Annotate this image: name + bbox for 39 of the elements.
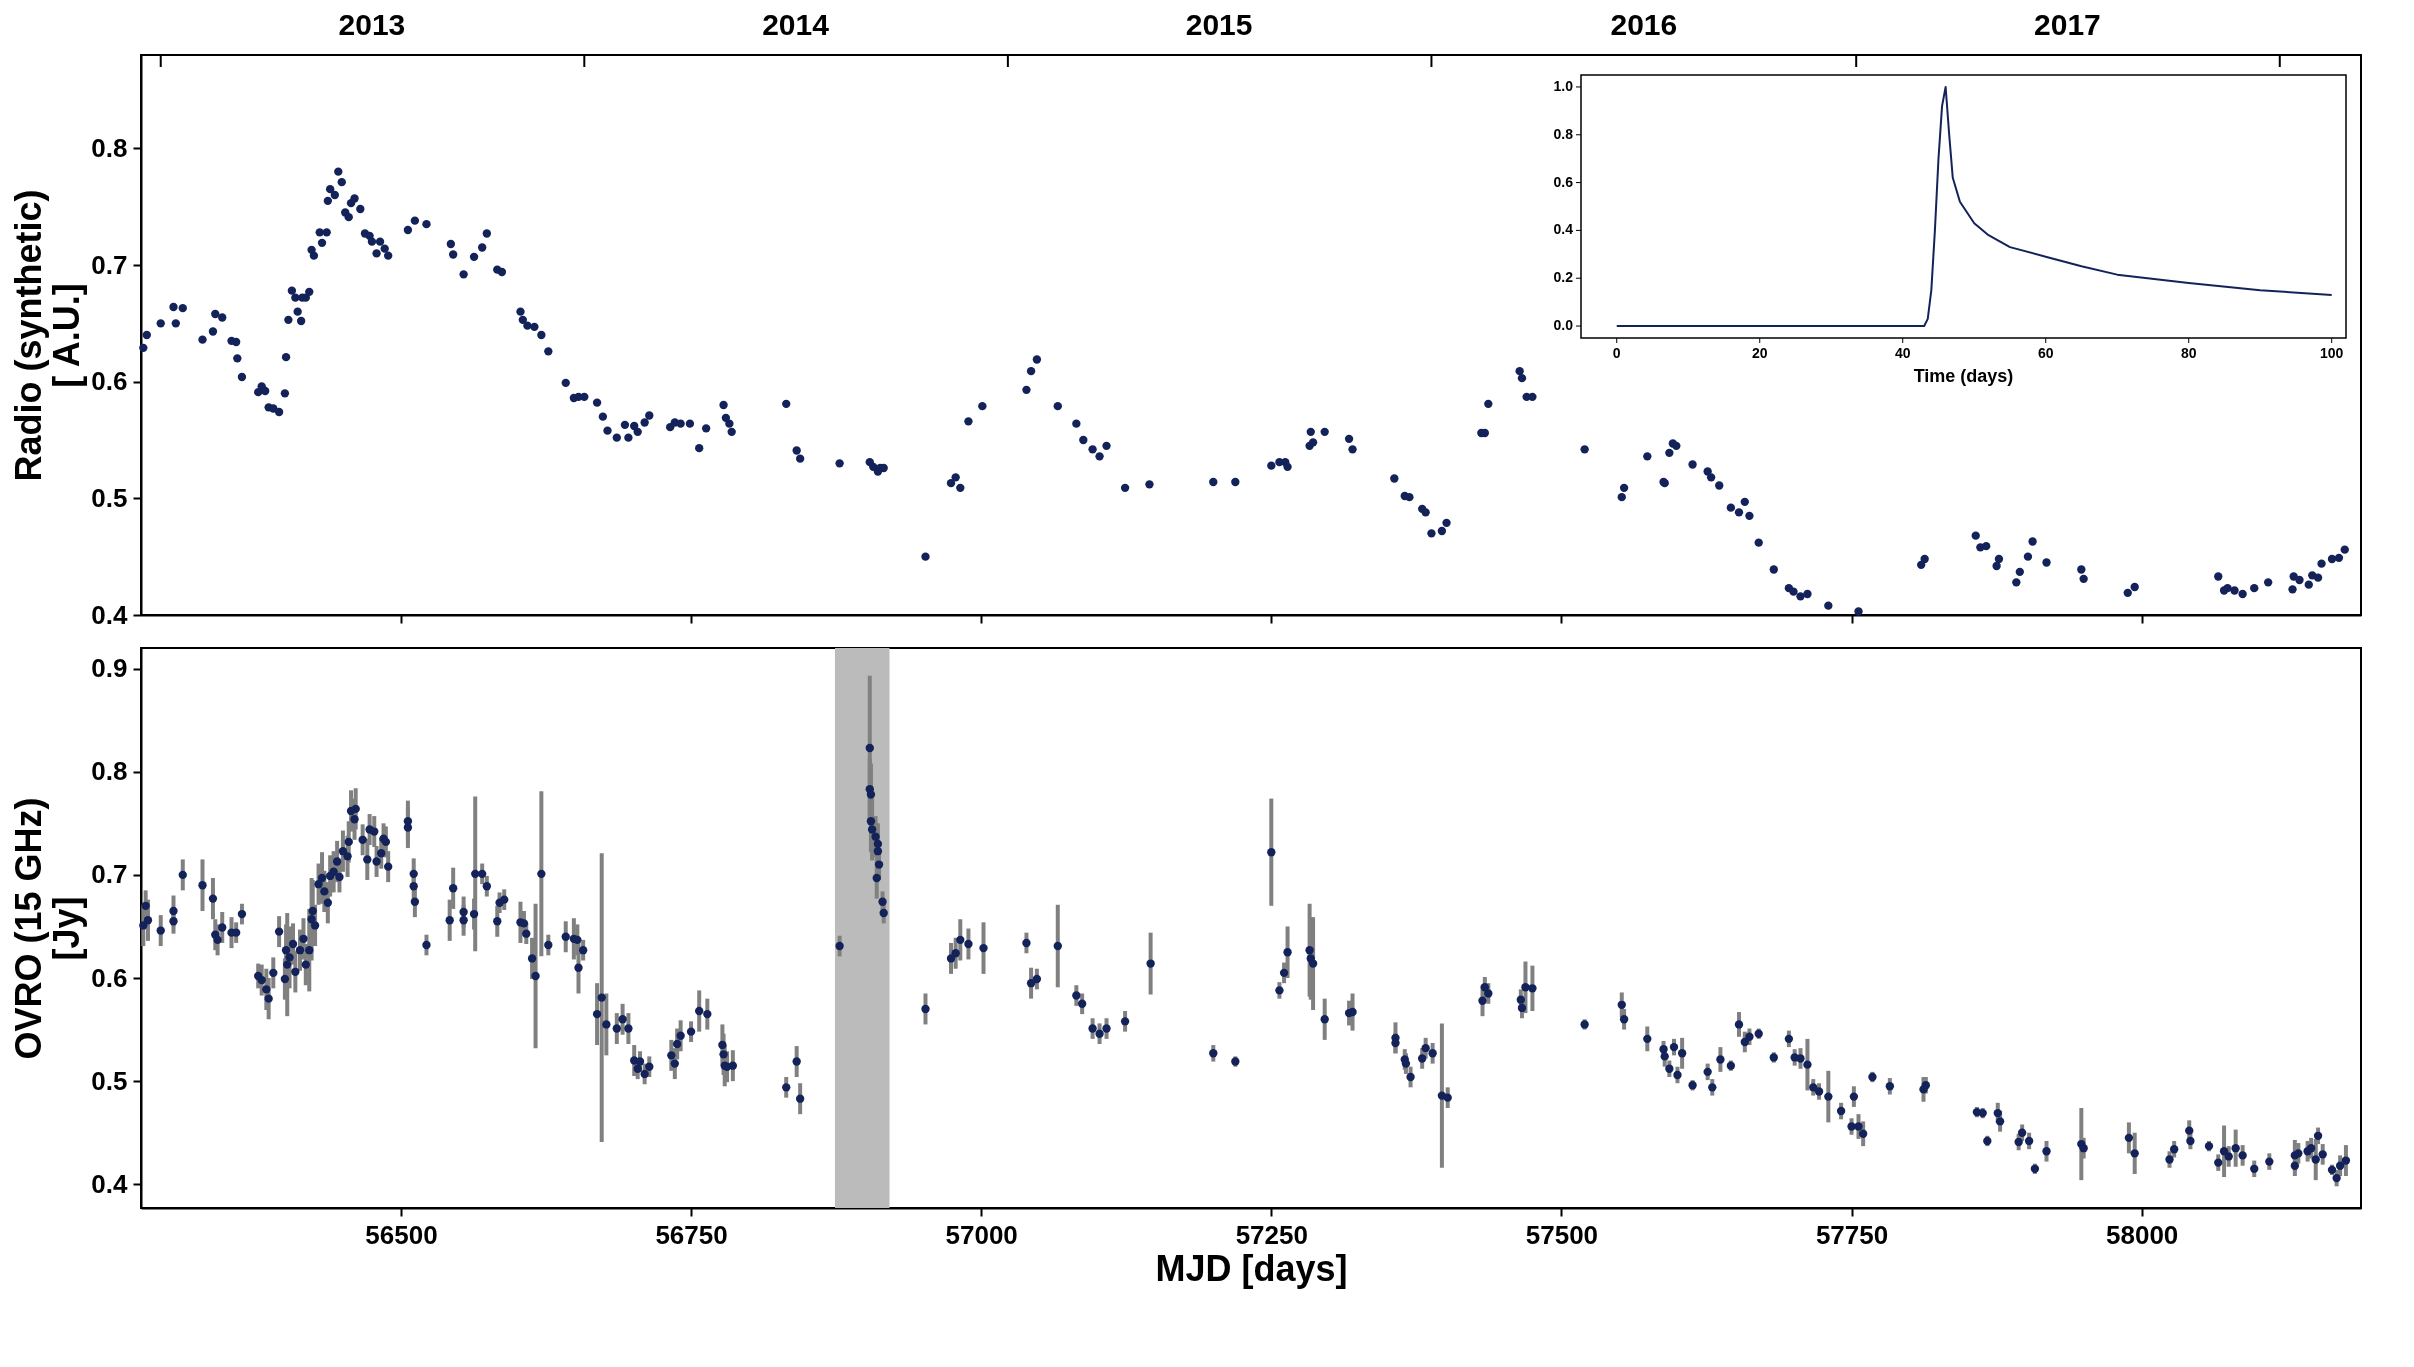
x-tick-label: 56750 [655, 1219, 728, 1250]
y-tick-label: 0.4 [91, 599, 129, 630]
x-tick-label: 57500 [1525, 1219, 1599, 1250]
y-tick-label: 0.0 [1553, 317, 1574, 334]
y-axis-title: OVRO (15 GHz) [Jy] [8, 797, 88, 1060]
x2-tick-label: 2014 [762, 8, 830, 41]
y-tick-label: 0.8 [91, 756, 128, 787]
x-tick-label: 80 [2180, 345, 2197, 361]
x-tick-label: 20 [1751, 345, 1768, 361]
x-tick-label: 57750 [1815, 1219, 1889, 1250]
y-tick-label: 0.7 [91, 859, 128, 890]
x2-tick-label: 2015 [1185, 8, 1253, 41]
x-tick-label: 0 [1612, 345, 1621, 361]
y-tick-label: 0.6 [91, 366, 128, 397]
x-tick-label: 60 [2037, 345, 2054, 361]
x-tick-label: 56500 [365, 1219, 438, 1250]
x-tick-label: 57000 [945, 1219, 1018, 1250]
x-tick-label: 40 [1894, 345, 1911, 361]
y-tick-label: 0.4 [91, 1168, 129, 1199]
y-tick-label: 0.8 [91, 132, 128, 163]
x2-tick-label: 2016 [1610, 8, 1678, 41]
y-tick-label: 0.4 [1553, 221, 1574, 238]
y-tick-label: 0.9 [91, 653, 128, 684]
y-tick-label: 0.7 [91, 249, 128, 280]
y-axis-title: Radio (synthetic) [ A.U.] [8, 189, 88, 482]
y-tick-label: 0.6 [1553, 173, 1574, 190]
y-tick-label: 0.6 [91, 962, 128, 993]
y-tick-label: 1.0 [1553, 77, 1574, 94]
y-tick-label: 0.2 [1553, 269, 1574, 286]
x-axis-title: Time (days) [1913, 366, 2014, 386]
y-tick-label: 0.8 [1553, 125, 1574, 142]
y-tick-label: 0.5 [91, 1065, 128, 1096]
x-tick-label: 100 [2320, 345, 2344, 361]
x-axis-title: MJD [days] [1155, 1247, 1348, 1289]
x2-tick-label: 2013 [338, 8, 406, 41]
x2-tick-label: 2017 [2034, 8, 2101, 41]
x-tick-label: 57250 [1235, 1219, 1308, 1250]
y-tick-label: 0.5 [91, 482, 128, 513]
x-tick-label: 58000 [2106, 1219, 2179, 1250]
